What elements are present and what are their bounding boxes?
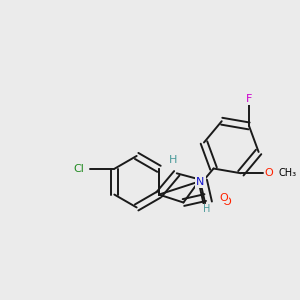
- Text: H: H: [169, 155, 177, 165]
- Text: Cl: Cl: [74, 164, 85, 174]
- Text: O: O: [222, 197, 231, 207]
- Text: O: O: [219, 193, 228, 202]
- Text: H: H: [203, 204, 210, 214]
- Text: F: F: [246, 94, 252, 104]
- Text: O: O: [265, 168, 273, 178]
- Text: CH₃: CH₃: [278, 168, 297, 178]
- Text: N: N: [196, 177, 205, 187]
